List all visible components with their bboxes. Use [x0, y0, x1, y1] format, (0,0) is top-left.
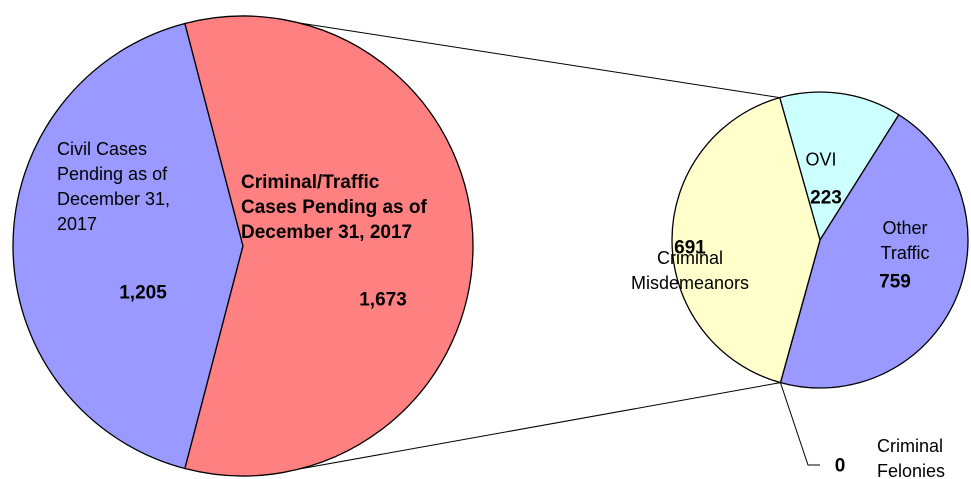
leader-line: [779, 382, 820, 466]
pie-slice: [184, 15, 474, 477]
value-label: 223: [810, 187, 842, 209]
connector-line: [298, 382, 781, 470]
slice-label: Other Traffic: [880, 218, 930, 263]
slice-label: Criminal Misdemeanors: [630, 248, 750, 293]
slice-label: Civil Cases Pending as of December 31, 2…: [57, 139, 171, 234]
slice-label: Criminal/Traffic Cases Pending as of Dec…: [241, 172, 427, 243]
pie-slice: [12, 22, 244, 470]
pie-slice: [671, 96, 821, 384]
value-label: 1,205: [119, 282, 167, 304]
pie-slice: [778, 91, 900, 242]
slice-label: Criminal Felonies: [877, 436, 946, 479]
value-label: 0: [834, 455, 846, 477]
value-label: 759: [879, 271, 911, 293]
slice-label: OVI: [805, 149, 837, 170]
connector-line: [298, 22, 780, 99]
value-label: 691: [674, 237, 706, 259]
value-label: 1,673: [359, 289, 407, 311]
pie-slice: [779, 113, 969, 389]
